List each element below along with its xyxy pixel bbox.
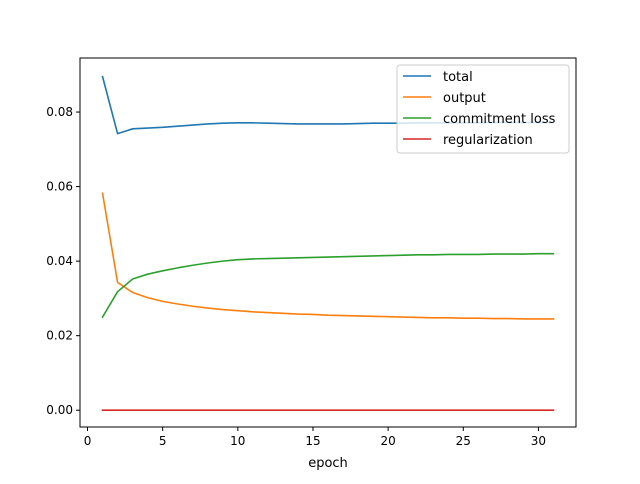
y-tick-label: 0.06 [46,180,73,194]
x-tick-label: 5 [159,434,167,448]
y-tick-label: 0.02 [46,329,73,343]
legend-label: output [443,91,486,106]
y-axis-ticks: 0.00 0.02 0.04 0.06 0.08 [46,105,80,417]
series-line-commitment-loss [101,252,555,319]
x-axis-ticks: 0 5 10 15 20 25 30 [84,427,546,448]
x-tick-label: 25 [456,434,471,448]
axes-frame [79,57,577,428]
legend: total output commitment loss regularization [396,64,570,154]
x-tick-label: 0 [84,434,92,448]
y-tick-label: 0.08 [46,105,73,119]
legend-label: regularization [443,133,533,148]
x-tick-label: 30 [531,434,546,448]
x-tick-label: 15 [305,434,320,448]
legend-label: total [443,70,473,85]
series-line-output [101,192,555,320]
legend-box [396,64,570,154]
x-tick-label: 10 [230,434,245,448]
x-tick-label: 20 [380,434,395,448]
y-tick-label: 0.04 [46,254,73,268]
y-tick-label: 0.00 [46,403,73,417]
legend-label: commitment loss [443,112,556,127]
x-axis-label: epoch [308,456,348,471]
